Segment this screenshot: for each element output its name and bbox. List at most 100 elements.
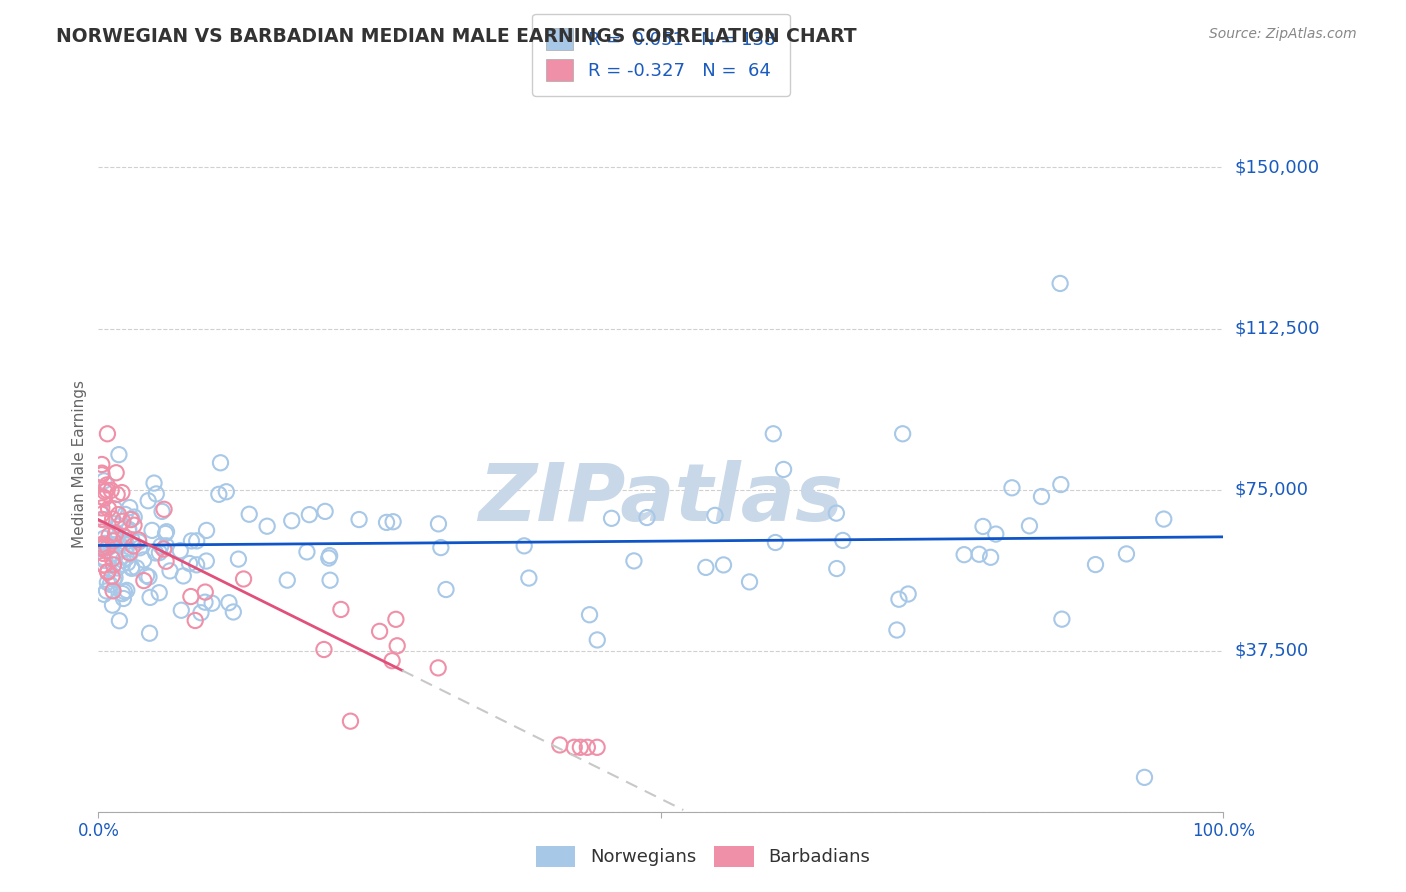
Point — [108, 448, 131, 462]
Point — [93, 538, 115, 552]
Text: $75,000: $75,000 — [1234, 481, 1309, 499]
Point — [121, 560, 143, 574]
Legend: Norwegians, Barbadians: Norwegians, Barbadians — [529, 838, 877, 874]
Point — [108, 519, 131, 533]
Text: $37,500: $37,500 — [1234, 641, 1309, 660]
Point — [548, 738, 571, 752]
Point — [152, 542, 174, 557]
Point — [886, 623, 908, 637]
Point — [704, 508, 727, 523]
Point — [186, 533, 208, 548]
Point — [108, 538, 131, 552]
Point — [347, 512, 370, 526]
Point — [90, 467, 112, 482]
Point — [101, 583, 124, 598]
Point — [122, 539, 145, 553]
Point — [121, 512, 143, 526]
Point — [111, 485, 134, 500]
Point — [138, 570, 160, 584]
Point — [329, 602, 352, 616]
Point — [118, 522, 141, 536]
Point — [713, 558, 735, 572]
Point — [169, 543, 191, 558]
Point — [576, 740, 599, 755]
Point — [107, 508, 129, 522]
Point — [107, 537, 129, 551]
Point — [381, 654, 404, 668]
Point — [984, 527, 1007, 541]
Point — [104, 549, 127, 564]
Point — [136, 493, 159, 508]
Point — [1084, 558, 1107, 572]
Point — [695, 560, 717, 574]
Point — [143, 476, 166, 491]
Point — [128, 533, 150, 547]
Point — [897, 587, 920, 601]
Point — [112, 584, 135, 599]
Point — [295, 545, 318, 559]
Point — [91, 546, 114, 560]
Point — [159, 564, 181, 578]
Text: $150,000: $150,000 — [1234, 159, 1319, 177]
Point — [312, 642, 335, 657]
Point — [972, 519, 994, 533]
Point — [222, 605, 245, 619]
Point — [762, 426, 785, 441]
Point — [114, 535, 136, 549]
Point — [600, 511, 623, 525]
Point — [238, 508, 260, 522]
Point — [738, 574, 761, 589]
Point — [101, 569, 124, 583]
Point — [90, 541, 112, 556]
Point — [186, 558, 208, 572]
Point — [114, 530, 136, 544]
Point — [1049, 477, 1071, 491]
Point — [825, 561, 848, 575]
Point — [91, 490, 114, 504]
Point — [93, 491, 115, 506]
Point — [228, 552, 250, 566]
Point — [93, 558, 115, 572]
Point — [93, 550, 115, 565]
Point — [93, 513, 115, 527]
Point — [98, 528, 121, 542]
Point — [427, 516, 450, 531]
Point — [825, 506, 848, 520]
Point — [98, 577, 121, 591]
Point — [93, 558, 115, 573]
Point — [155, 554, 177, 568]
Point — [194, 585, 217, 599]
Point — [139, 591, 162, 605]
Point — [93, 587, 115, 601]
Point — [101, 598, 124, 612]
Point — [101, 512, 124, 526]
Point — [103, 573, 125, 587]
Point — [190, 606, 212, 620]
Point — [96, 583, 118, 598]
Point — [122, 510, 145, 524]
Point — [103, 558, 125, 572]
Point — [121, 533, 143, 547]
Point — [104, 533, 127, 547]
Point — [184, 614, 207, 628]
Point — [1031, 490, 1053, 504]
Point — [1018, 519, 1040, 533]
Point — [375, 516, 398, 530]
Point — [180, 533, 202, 548]
Point — [953, 548, 976, 562]
Point — [115, 551, 138, 566]
Point — [172, 569, 194, 583]
Point — [141, 524, 163, 538]
Point — [118, 546, 141, 560]
Text: $112,500: $112,500 — [1234, 319, 1320, 337]
Point — [105, 561, 128, 575]
Point — [569, 740, 592, 755]
Point — [201, 596, 224, 610]
Text: Source: ZipAtlas.com: Source: ZipAtlas.com — [1209, 27, 1357, 41]
Point — [578, 607, 600, 622]
Point — [1049, 277, 1071, 291]
Point — [108, 614, 131, 628]
Text: ZIPatlas: ZIPatlas — [478, 459, 844, 538]
Point — [891, 426, 914, 441]
Point — [120, 513, 142, 527]
